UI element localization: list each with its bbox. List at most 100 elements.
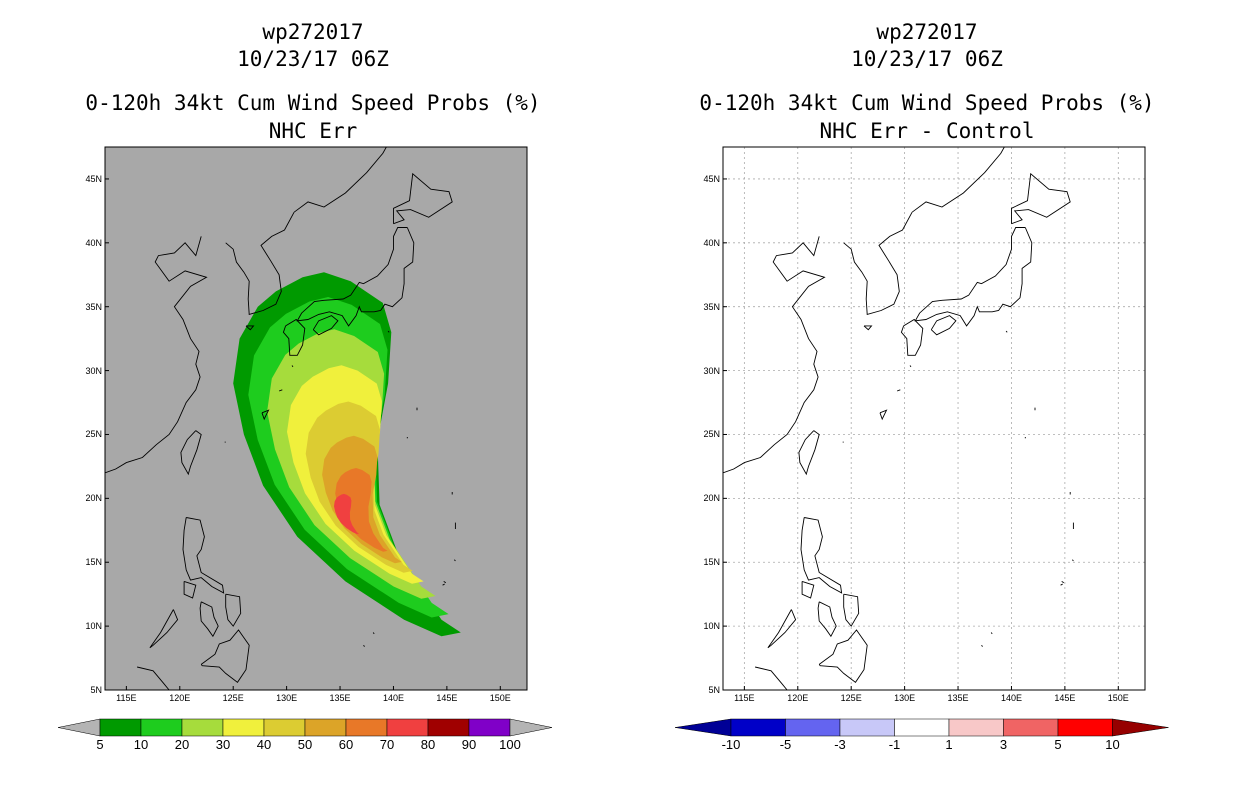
left-colorbar-swatch-2	[140, 718, 183, 737]
left-lat-label-40N: 40N	[85, 237, 102, 248]
coastline	[183, 580, 197, 599]
right-colorbar-label--10: -10	[721, 737, 741, 752]
right-lon-label-145E: 145E	[1054, 693, 1076, 703]
left-colorbar-swatch-8	[386, 718, 429, 737]
right-lat-label-10N: 10N	[703, 621, 720, 632]
left-colorbar-low-arrow	[57, 718, 101, 737]
right-colorbar-swatch-4	[894, 718, 950, 737]
right-lon-label-135E: 135E	[947, 693, 969, 703]
left-lon-label-150E: 150E	[489, 693, 511, 703]
right-colorbar-swatch-7	[1057, 718, 1113, 737]
coastline	[393, 172, 453, 225]
left-colorbar-swatch-5	[263, 718, 306, 737]
left-colorbar-label-60: 60	[338, 737, 354, 752]
right-colorbar-label-5: 5	[1054, 737, 1062, 752]
left-lon-label-135E: 135E	[329, 693, 351, 703]
coastline	[291, 365, 294, 368]
left-lon-label-145E: 145E	[436, 693, 458, 703]
left-colorbar-swatch-10	[468, 718, 511, 737]
left-colorbar-swatch-7	[345, 718, 388, 737]
coastline	[801, 580, 815, 599]
coastline	[754, 666, 788, 690]
coastline	[225, 211, 295, 315]
coastline	[930, 315, 957, 336]
right-colorbar-swatch-2	[785, 718, 841, 737]
coastline	[282, 318, 306, 356]
left-colorbar-swatch-1	[99, 718, 142, 737]
left-colorbar-label-30: 30	[215, 737, 231, 752]
coastline	[677, 497, 702, 521]
coastline	[1061, 581, 1065, 584]
left-colorbar	[57, 718, 553, 737]
right-lat-label-20N: 20N	[703, 493, 720, 504]
coastline	[817, 601, 837, 638]
coastline	[59, 497, 84, 521]
coastline	[900, 318, 924, 356]
right-colorbar-swatch-1	[730, 718, 786, 737]
coastline	[387, 330, 390, 333]
right-lon-label-150E: 150E	[1107, 693, 1129, 703]
coastline	[245, 325, 255, 331]
left-map-panel	[59, 147, 527, 690]
right-colorbar-swatch-6	[1003, 718, 1059, 737]
coastline	[843, 211, 913, 315]
left-title-subtitle: NHC Err	[268, 119, 358, 143]
coastline	[818, 629, 868, 683]
right-lat-label-30N: 30N	[703, 365, 720, 376]
left-lat-label-15N: 15N	[85, 557, 102, 568]
left-lon-label-140E: 140E	[382, 693, 404, 703]
left-colorbar-swatch-3	[181, 718, 224, 737]
left-colorbar-label-80: 80	[420, 737, 436, 752]
coastline	[800, 517, 843, 594]
coastline	[443, 581, 447, 584]
left-colorbar-label-100: 100	[499, 737, 521, 752]
coastline	[1060, 583, 1063, 586]
left-colorbar-swatch-4	[222, 718, 265, 737]
right-lat-label-5N: 5N	[708, 685, 720, 695]
left-title-datetime: 10/23/17 06Z	[237, 47, 389, 71]
left-lat-label-5N: 5N	[90, 685, 102, 695]
probability-band-7	[335, 468, 388, 552]
left-colorbar-high-arrow	[509, 718, 553, 737]
left-colorbar-label-10: 10	[133, 737, 149, 752]
left-colorbar-label-70: 70	[379, 737, 395, 752]
left-title-product: 0-120h 34kt Cum Wind Speed Probs (%)	[85, 91, 541, 115]
coastline	[278, 389, 283, 392]
right-colorbar-swatch-5	[948, 718, 1004, 737]
right-map-panel	[677, 147, 1145, 690]
left-lat-label-10N: 10N	[85, 621, 102, 632]
right-colorbar-label-10: 10	[1105, 737, 1120, 752]
coastline	[180, 430, 202, 476]
coastline	[909, 365, 912, 368]
left-colorbar-label-50: 50	[297, 737, 313, 752]
coastline	[372, 632, 375, 635]
right-colorbar-low-arrow	[674, 718, 732, 737]
right-colorbar-label-1: 1	[945, 737, 953, 752]
coastline	[149, 609, 179, 649]
left-title-storm-id: wp272017	[262, 20, 364, 44]
probability-band-8	[334, 493, 359, 534]
left-lat-label-25N: 25N	[85, 429, 102, 440]
right-lat-label-45N: 45N	[703, 173, 720, 184]
right-colorbar-label--5: -5	[779, 737, 792, 752]
left-lon-label-130E: 130E	[276, 693, 298, 703]
left-colorbar-label-40: 40	[256, 737, 272, 752]
left-colorbar-label-5: 5	[96, 737, 104, 752]
right-map-background	[723, 147, 1145, 690]
right-lat-label-15N: 15N	[703, 557, 720, 568]
coastline	[363, 645, 365, 647]
coastline	[723, 236, 826, 474]
right-colorbar-label-3: 3	[999, 737, 1008, 752]
left-lon-label-115E: 115E	[116, 693, 137, 703]
coastline	[990, 632, 993, 635]
left-map-frame	[104, 146, 528, 691]
coastline	[914, 227, 1033, 327]
coastline	[442, 583, 445, 586]
left-colorbar-label-90: 90	[461, 737, 477, 752]
left-lat-label-45N: 45N	[85, 173, 102, 184]
coastline	[1011, 172, 1071, 225]
coastline	[136, 666, 170, 690]
right-colorbar-high-arrow	[1112, 718, 1169, 737]
coastline	[1072, 559, 1074, 562]
